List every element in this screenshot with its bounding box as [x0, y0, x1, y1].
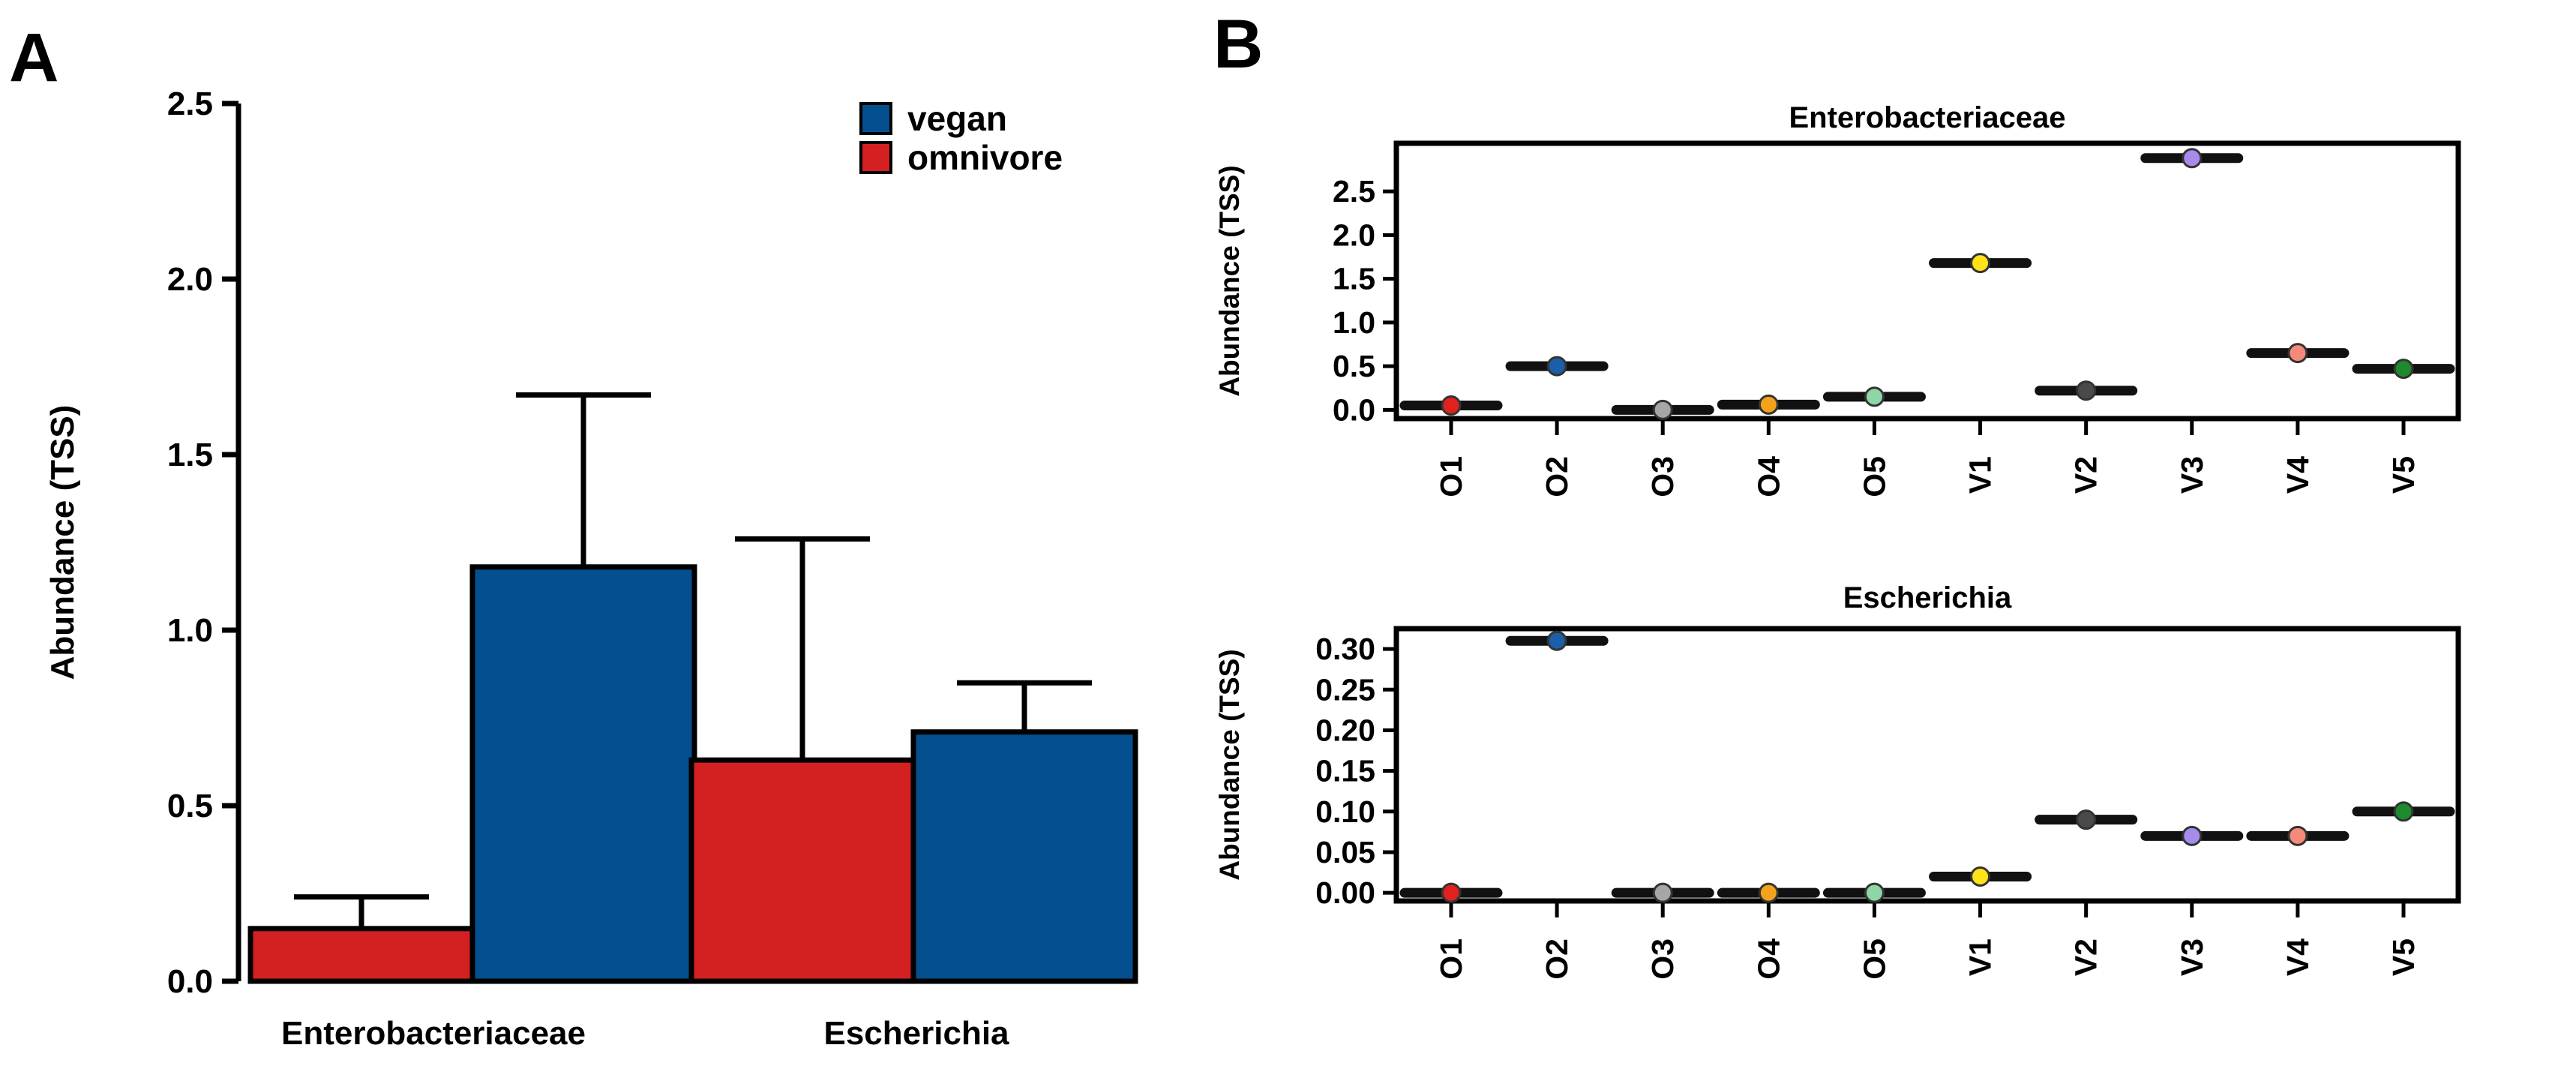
data-point-o1 — [1441, 395, 1462, 416]
data-point-v4 — [2287, 825, 2308, 846]
y-tick-label: 0.15 — [1315, 754, 1375, 788]
y-tick-label: 2.5 — [1333, 174, 1375, 209]
bar-vegan-escherichia — [910, 729, 1138, 984]
data-point-v2 — [2076, 380, 2097, 401]
bar-omnivore-enterobacteriaceae — [247, 926, 475, 984]
x-tick-label: V4 — [2281, 456, 2315, 494]
data-point-v3 — [2182, 825, 2203, 846]
x-tick-label: V3 — [2175, 456, 2209, 494]
plot-frame — [1393, 626, 2461, 904]
data-point-v2 — [2076, 809, 2097, 830]
x-tick-label: V2 — [2069, 456, 2104, 494]
x-tick-label: V1 — [1963, 456, 1998, 494]
y-tick-label: 0.30 — [1315, 632, 1375, 666]
subplot-title: Escherichia — [1843, 581, 2012, 614]
data-point-o2 — [1546, 356, 1567, 377]
data-point-o3 — [1652, 882, 1673, 903]
x-tick-label: O5 — [1857, 456, 1891, 497]
data-point-v5 — [2393, 801, 2414, 822]
legend-label-vegan: vegan — [907, 99, 1007, 138]
panel-label-b: B — [1213, 6, 1263, 83]
dot-chart-escherichia: Escherichia 0.00 0.05 0.10 0.15 0.20 0.25 0.30 A… — [1214, 581, 2461, 980]
y-tick-label: 1.0 — [167, 612, 213, 649]
x-tick-label: O3 — [1645, 938, 1680, 980]
data-point-o2 — [1546, 630, 1567, 651]
plot-frame — [1393, 140, 2461, 422]
x-tick-label: O1 — [1434, 456, 1468, 497]
y-tick-label: 1.0 — [1333, 305, 1375, 340]
panel-label-a: A — [9, 20, 58, 96]
x-category-label: Enterobacteriaceae — [281, 1015, 586, 1052]
subplot-title: Enterobacteriaceae — [1789, 101, 2065, 134]
y-axis-label: Abundance (TSS) — [1214, 649, 1245, 880]
y-tick-label: 0.5 — [167, 788, 213, 824]
bar-chart-a: 0.0 0.5 1.0 1.5 2.0 2.5 Abundance (TSS) Enterob… — [44, 86, 1138, 1052]
x-tick-label: V2 — [2069, 938, 2104, 976]
x-tick-label: V5 — [2386, 456, 2421, 494]
x-tick-label: O2 — [1540, 456, 1574, 497]
y-tick-label: 2.0 — [167, 261, 213, 298]
data-point-o5 — [1864, 882, 1885, 903]
y-tick-label: 0.0 — [167, 963, 213, 1000]
data-point-o3 — [1652, 399, 1673, 420]
y-tick-label: 0.20 — [1315, 713, 1375, 747]
y-tick-label: 0.5 — [1333, 349, 1375, 383]
legend-label-omnivore: omnivore — [907, 138, 1063, 177]
data-point-o1 — [1441, 882, 1462, 903]
y-tick-label: 0.00 — [1315, 875, 1375, 910]
x-tick-label: V5 — [2386, 938, 2421, 976]
x-tick-label: O2 — [1540, 938, 1574, 980]
y-tick-label: 0.25 — [1315, 672, 1375, 707]
y-axis-label: Abundance (TSS) — [44, 405, 81, 680]
x-tick-label: V1 — [1963, 938, 1998, 976]
y-tick-label: 0.10 — [1315, 794, 1375, 829]
y-tick-label: 2.0 — [1333, 218, 1375, 252]
y-tick-label: 1.5 — [167, 437, 213, 473]
data-point-v3 — [2182, 148, 2203, 169]
data-point-o4 — [1758, 394, 1779, 415]
x-tick-label: O4 — [1751, 938, 1786, 980]
x-tick-label: V3 — [2175, 938, 2209, 976]
legend-swatch-omnivore — [859, 141, 892, 174]
x-tick-label: V4 — [2281, 938, 2315, 976]
data-point-o4 — [1758, 882, 1779, 903]
data-point-v1 — [1970, 253, 1991, 274]
bar-vegan-enterobacteriaceae — [469, 564, 697, 984]
legend-swatch-vegan — [859, 102, 892, 135]
data-point-o5 — [1864, 386, 1885, 407]
x-tick-label: O4 — [1751, 456, 1786, 497]
dot-chart-enterobacteriaceae: Enterobacteriaceae 0.0 0.5 1.0 1.5 2.0 2.5 Abun… — [1214, 101, 2461, 497]
data-point-v1 — [1970, 866, 1991, 887]
x-category-label: Escherichia — [823, 1015, 1009, 1052]
data-point-v5 — [2393, 359, 2414, 380]
y-tick-label: 2.5 — [167, 86, 213, 122]
y-tick-label: 0.0 — [1333, 392, 1375, 427]
bar-omnivore-escherichia — [688, 757, 916, 984]
y-tick-label: 0.05 — [1315, 835, 1375, 869]
x-tick-label: O5 — [1857, 938, 1891, 980]
y-axis-label: Abundance (TSS) — [1214, 165, 1245, 396]
data-point-v4 — [2287, 343, 2308, 364]
y-tick-label: 1.5 — [1333, 262, 1375, 296]
x-tick-label: O3 — [1645, 456, 1680, 497]
x-tick-label: O1 — [1434, 938, 1468, 980]
